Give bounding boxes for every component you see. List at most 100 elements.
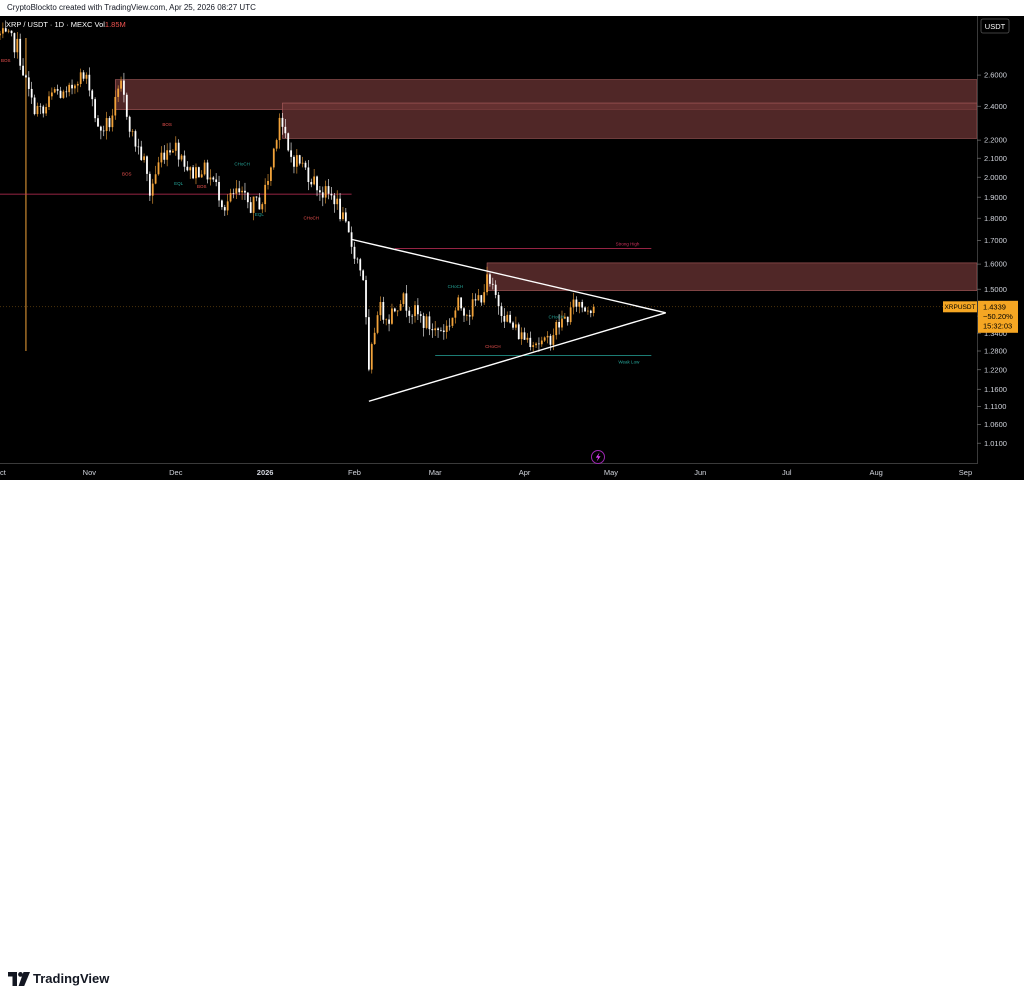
price-tick-label: 1.6000 [984, 260, 1007, 269]
candle [125, 92, 128, 120]
candle [99, 125, 102, 140]
candle [94, 97, 97, 123]
annotation-label: CHoCH [234, 162, 250, 167]
candle [425, 313, 428, 330]
lightning-icon[interactable] [591, 450, 605, 464]
price-tick-label: 1.1100 [984, 402, 1006, 411]
candle [324, 180, 327, 204]
candle [520, 327, 523, 345]
candle [298, 154, 301, 166]
time-axis[interactable]: Oct Nov Dec 2026 Feb Mar Apr May Jun Jul Aug Sep [0, 468, 972, 477]
candle [526, 333, 529, 343]
horizontal-line-label-3: Weak Low [618, 360, 640, 365]
candle [203, 159, 206, 176]
candle [503, 308, 506, 329]
candle [10, 30, 13, 37]
candle [223, 204, 226, 216]
candle [589, 309, 592, 318]
candle [105, 111, 108, 140]
symmetrical-triangle [351, 238, 666, 402]
candle [117, 85, 120, 102]
candle [555, 319, 558, 340]
tradingview-brand[interactable]: TradingView [8, 971, 109, 986]
candle [561, 310, 563, 331]
candle [48, 91, 50, 111]
candle [172, 148, 174, 153]
candle [71, 79, 73, 95]
candle [284, 118, 287, 139]
candle [538, 337, 540, 352]
candle [385, 318, 388, 326]
candle [85, 72, 88, 84]
candle [514, 316, 517, 331]
candle [226, 194, 229, 216]
candle [180, 153, 183, 162]
candle [82, 70, 85, 82]
candle [241, 186, 243, 200]
candle [151, 178, 154, 204]
candle [422, 312, 425, 337]
last-price-tag[interactable]: XRPUSDT 1.4339 −50.20% 15:32:03 [943, 300, 1018, 333]
candle [428, 311, 431, 336]
price-tick-label: 1.8000 [984, 214, 1007, 223]
candle [270, 166, 272, 186]
candle [313, 168, 316, 186]
candle [474, 293, 477, 307]
annotation-label: BOS [1, 58, 11, 63]
candle [540, 336, 543, 347]
candle [252, 196, 255, 221]
candle [468, 309, 471, 325]
candle [215, 173, 218, 187]
candle [532, 341, 535, 352]
symbol-legend: XRP / USDT · 1D · MEXC Vol1.85M [6, 20, 126, 29]
candle [448, 318, 451, 331]
candle [16, 32, 19, 59]
candle [327, 179, 330, 200]
candle [281, 112, 284, 135]
candle [7, 28, 10, 34]
candle [494, 280, 497, 299]
candle [146, 155, 148, 182]
candle [267, 173, 269, 190]
candle [316, 175, 318, 197]
chart-area[interactable]: Strong High Weak Low CHoCH CHoCH CHoCH CHoCH… [0, 16, 1024, 480]
candle [451, 317, 454, 329]
candles [0, 20, 595, 374]
candle [189, 166, 192, 179]
candle [388, 314, 390, 332]
candle [200, 170, 203, 178]
footer-bar: TradingView [0, 480, 1024, 986]
candle [480, 294, 483, 306]
candle [310, 178, 313, 188]
candle [370, 342, 373, 374]
candle [264, 178, 267, 213]
candle [42, 104, 45, 118]
currency-box[interactable] [980, 18, 1010, 34]
horizontal-line-label-2: Strong High [616, 242, 640, 247]
candle [301, 156, 304, 168]
price-tick-label: 2.0000 [984, 173, 1007, 182]
candle [195, 163, 197, 185]
candle [53, 87, 56, 94]
triangle-upper-line[interactable] [351, 238, 666, 314]
triangle-lower-line[interactable] [368, 312, 666, 402]
candle [367, 309, 370, 372]
annotation-label: CHoCH [448, 284, 464, 289]
candle [261, 202, 264, 214]
candle [157, 156, 160, 176]
last-price-box [978, 300, 1018, 333]
candle [131, 129, 134, 137]
candle [255, 196, 258, 202]
candle [88, 67, 91, 97]
price-axis[interactable]: 2.6000 2.4000 2.2000 2.1000 2.0000 1.9000 1.80… [977, 71, 1007, 448]
price-tick-label: 2.6000 [984, 71, 1007, 80]
candle [206, 159, 209, 184]
annotation-label: CHoCH [303, 215, 319, 220]
candle [192, 165, 194, 180]
candle [295, 148, 298, 174]
annotation-label: EQL [174, 181, 184, 186]
candle [581, 299, 584, 313]
candle [114, 90, 117, 120]
price-tick-label: 1.9000 [984, 193, 1007, 202]
